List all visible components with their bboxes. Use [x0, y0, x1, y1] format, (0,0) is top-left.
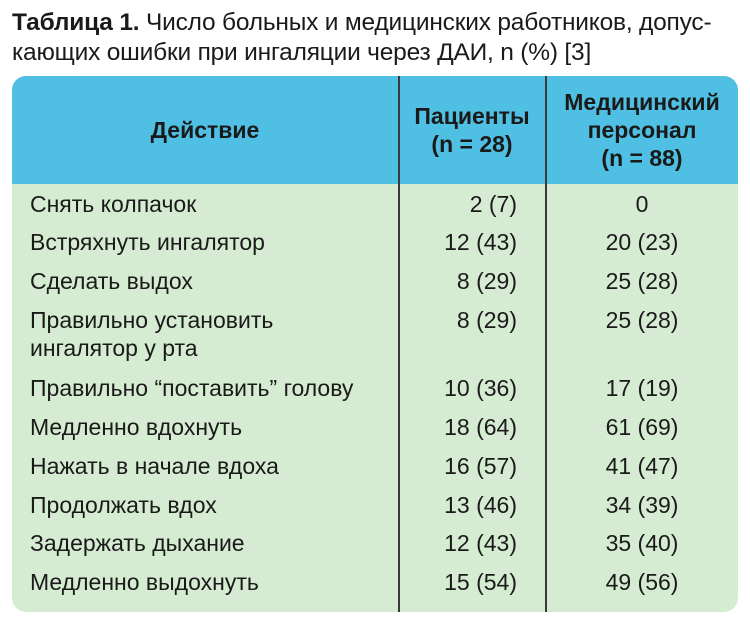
cell-action: Правильно “поставить” голову: [30, 375, 354, 401]
cell-action: Медленно вдохнуть: [30, 414, 243, 440]
cell-patients: 18 (64): [444, 414, 517, 440]
header-patients-line-1: Пациенты: [414, 103, 530, 129]
header-medical-line-2: персонал: [587, 117, 697, 143]
header-action: Действие: [150, 117, 260, 143]
caption-line-2: кающих ошибки при ингаляции через ДАИ, n…: [12, 39, 592, 66]
table-header: Действие Пациенты (n = 28) Медицинский п…: [12, 76, 738, 184]
cell-action-line-2: ингалятор у рта: [30, 335, 198, 361]
data-table: Действие Пациенты (n = 28) Медицинский п…: [12, 76, 738, 612]
cell-patients: 8 (29): [456, 268, 517, 294]
cell-action-line-1: Правильно установить: [30, 307, 274, 333]
header-patients: Пациенты (n = 28): [399, 76, 545, 184]
cell-action: Продолжать вдох: [30, 492, 217, 518]
cell-action: Сделать выдох: [30, 268, 193, 294]
header-medical-line-1: Медицинский: [564, 89, 720, 115]
cell-medical: 20 (23): [605, 229, 679, 255]
header-medical-line-3: (n = 88): [601, 145, 683, 171]
cell-patients: 15 (54): [444, 569, 517, 595]
cell-patients: 13 (46): [444, 492, 517, 518]
cell-action: Задержать дыхание: [30, 530, 245, 556]
table-caption: Таблица 1. Число больных и медицинских р…: [12, 8, 738, 68]
cell-medical: 25 (28): [605, 268, 679, 294]
cell-medical: 25 (28): [605, 307, 679, 333]
cell-patients: 16 (57): [444, 453, 517, 479]
header-patients-line-2: (n = 28): [431, 131, 513, 157]
cell-action: Снять колпачок: [30, 191, 197, 217]
caption-label: Таблица 1.: [12, 9, 140, 36]
cell-medical: 34 (39): [605, 492, 679, 518]
caption-text-1: Число больных и медицинских работников, …: [139, 9, 712, 36]
cell-patients: 10 (36): [444, 375, 517, 401]
cell-patients: 8 (29): [456, 307, 517, 333]
cell-patients: 12 (43): [444, 229, 517, 255]
cell-medical: 35 (40): [605, 530, 679, 556]
cell-action: Медленно выдохнуть: [30, 569, 259, 595]
cell-patients: 2 (7): [469, 191, 517, 217]
cell-medical: 17 (19): [605, 375, 679, 401]
column-divider: [398, 76, 400, 612]
cell-action: Правильно установить ингалятор у рта: [30, 306, 392, 362]
cell-medical: 61 (69): [605, 414, 679, 440]
cell-action: Нажать в начале вдоха: [30, 453, 279, 479]
cell-medical: 49 (56): [605, 569, 679, 595]
column-divider: [545, 76, 547, 612]
cell-patients: 12 (43): [444, 530, 517, 556]
caption-line-1: Таблица 1. Число больных и медицинских р…: [12, 8, 738, 38]
cell-medical: 0: [635, 191, 649, 217]
cell-action: Встряхнуть ингалятор: [30, 229, 265, 255]
cell-medical: 41 (47): [605, 453, 679, 479]
header-medical: Медицинский персонал (n = 88): [546, 76, 738, 184]
